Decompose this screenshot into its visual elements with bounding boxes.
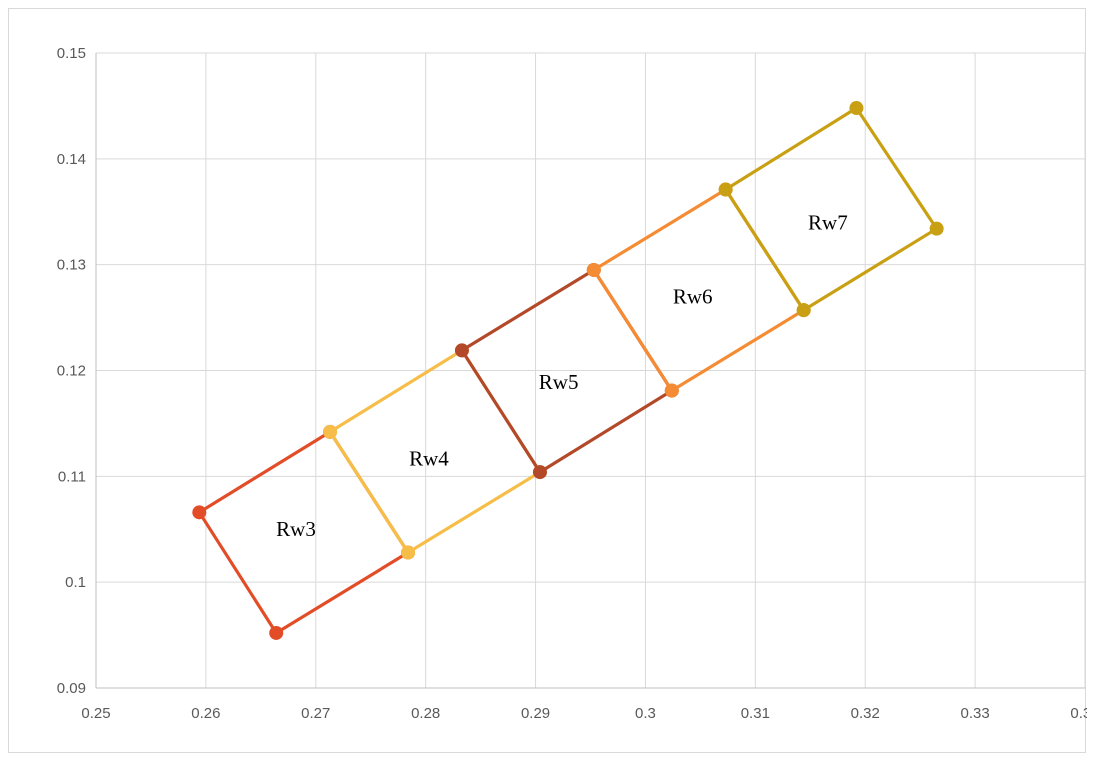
region-label-rw6: Rw6 [673, 284, 713, 308]
chart-svg: 0.250.260.270.280.290.30.310.320.330.34 … [57, 45, 1087, 722]
x-tick-label: 0.28 [411, 705, 440, 722]
data-point-rw5 [532, 465, 547, 480]
x-tick-label: 0.3 [635, 705, 656, 722]
y-tick-label: 0.09 [57, 680, 86, 697]
y-tick-labels: 0.09 0.1 0.11 0.12 0.13 0.14 0.15 [57, 45, 86, 697]
x-tick-label: 0.34 [1070, 705, 1087, 722]
x-tick-label: 0.25 [81, 705, 110, 722]
grid-layer [96, 52, 1086, 688]
data-point-rw5 [454, 343, 469, 358]
x-tick-label: 0.26 [191, 705, 220, 722]
data-point-rw7 [718, 182, 733, 197]
axis-layer [95, 53, 1085, 689]
x-tick-labels: 0.25 0.26 0.27 0.28 0.29 0.3 0.31 0.32 0.33 0.34 [81, 705, 1087, 722]
series-layer [192, 101, 944, 640]
series-rw7 [718, 101, 944, 318]
data-point-rw4 [401, 545, 416, 560]
y-tick-label: 0.13 [57, 257, 86, 274]
x-tick-label: 0.27 [301, 705, 330, 722]
y-tick-label: 0.14 [57, 151, 86, 168]
y-tick-label: 0.15 [57, 45, 86, 62]
data-point-rw6 [664, 383, 679, 398]
data-point-rw3 [192, 505, 207, 520]
data-point-rw7 [929, 221, 944, 236]
x-tick-label: 0.33 [961, 705, 990, 722]
region-label-rw7: Rw7 [808, 210, 848, 234]
x-tick-label: 0.32 [851, 705, 880, 722]
y-tick-label: 0.11 [58, 468, 86, 485]
data-point-rw7 [849, 101, 864, 116]
region-label-rw5: Rw5 [539, 370, 579, 394]
region-label-rw4: Rw4 [409, 446, 449, 470]
chart-frame: 0.250.260.270.280.290.30.310.320.330.34 … [8, 8, 1087, 753]
region-labels: Rw3 Rw4 Rw5 Rw6 Rw7 [276, 210, 848, 541]
data-point-rw3 [269, 625, 284, 640]
x-tick-label: 0.31 [741, 705, 770, 722]
region-label-rw3: Rw3 [276, 517, 316, 541]
data-point-rw4 [323, 424, 338, 439]
x-tick-label: 0.29 [521, 705, 550, 722]
y-tick-label: 0.1 [65, 574, 86, 591]
series-line-rw7 [724, 106, 939, 312]
data-point-rw7 [796, 303, 811, 318]
y-tick-label: 0.12 [57, 363, 86, 380]
data-point-rw6 [586, 262, 601, 277]
